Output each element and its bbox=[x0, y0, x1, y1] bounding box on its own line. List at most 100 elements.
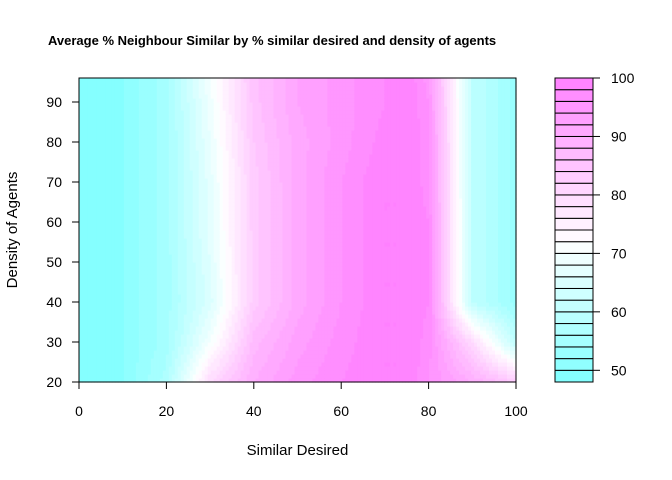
heatmap-cell bbox=[210, 338, 215, 343]
heatmap-cell bbox=[216, 126, 221, 131]
heatmap-cell bbox=[183, 82, 188, 87]
heatmap-cell bbox=[258, 338, 263, 343]
heatmap-cell bbox=[204, 218, 209, 223]
heatmap-cell bbox=[129, 370, 134, 375]
heatmap-cell bbox=[258, 322, 263, 327]
heatmap-cell bbox=[114, 218, 119, 223]
heatmap-cell bbox=[105, 102, 110, 107]
heatmap-cell bbox=[171, 166, 176, 171]
heatmap-cell bbox=[93, 354, 98, 359]
heatmap-cell bbox=[111, 102, 116, 107]
heatmap-cell bbox=[201, 206, 206, 211]
heatmap-cell bbox=[252, 258, 257, 263]
heatmap-cell bbox=[267, 134, 272, 139]
heatmap-cell bbox=[264, 334, 269, 339]
heatmap-cell bbox=[258, 258, 263, 263]
heatmap-cell bbox=[159, 86, 164, 91]
heatmap-cell bbox=[228, 190, 233, 195]
heatmap-cell bbox=[243, 378, 248, 383]
heatmap-cell bbox=[147, 254, 152, 259]
heatmap-cell bbox=[135, 106, 140, 111]
heatmap-cell bbox=[240, 254, 245, 259]
heatmap-cell bbox=[153, 286, 158, 291]
heatmap-cell bbox=[162, 302, 167, 307]
heatmap-cell bbox=[141, 174, 146, 179]
heatmap-cell bbox=[240, 210, 245, 215]
heatmap-cell bbox=[114, 122, 119, 127]
heatmap-cell bbox=[135, 238, 140, 243]
heatmap-cell bbox=[171, 354, 176, 359]
heatmap-cell bbox=[111, 134, 116, 139]
heatmap-cell bbox=[144, 98, 149, 103]
heatmap-cell bbox=[210, 86, 215, 91]
heatmap-cell bbox=[120, 286, 125, 291]
heatmap-cell bbox=[132, 254, 137, 259]
heatmap-cell bbox=[108, 138, 113, 143]
heatmap-cell bbox=[81, 94, 86, 99]
heatmap-cell bbox=[96, 186, 101, 191]
heatmap-cell bbox=[84, 346, 89, 351]
heatmap-cell bbox=[96, 374, 101, 379]
heatmap-cell bbox=[135, 178, 140, 183]
heatmap-cell bbox=[210, 206, 215, 211]
heatmap-cell bbox=[93, 142, 98, 147]
heatmap-cell bbox=[270, 302, 275, 307]
heatmap-cell bbox=[150, 302, 155, 307]
heatmap-cell bbox=[126, 350, 131, 355]
heatmap-cell bbox=[171, 250, 176, 255]
heatmap-cell bbox=[141, 142, 146, 147]
heatmap-cell bbox=[129, 310, 134, 315]
heatmap-cell bbox=[102, 374, 107, 379]
heatmap-cell bbox=[90, 78, 95, 83]
heatmap-cell bbox=[261, 318, 266, 323]
heatmap-cell bbox=[270, 162, 275, 167]
heatmap-cell bbox=[186, 126, 191, 131]
heatmap-cell bbox=[237, 322, 242, 327]
heatmap-cell bbox=[168, 254, 173, 259]
heatmap-cell bbox=[147, 174, 152, 179]
heatmap-cell bbox=[168, 182, 173, 187]
heatmap-cell bbox=[165, 318, 170, 323]
heatmap-cell bbox=[264, 98, 269, 103]
heatmap-cell bbox=[192, 154, 197, 159]
heatmap-cell bbox=[87, 318, 92, 323]
heatmap-cell bbox=[237, 214, 242, 219]
heatmap-cell bbox=[243, 322, 248, 327]
heatmap-cell bbox=[156, 162, 161, 167]
heatmap-cell bbox=[270, 182, 275, 187]
heatmap-cell bbox=[138, 198, 143, 203]
heatmap-cell bbox=[135, 262, 140, 267]
heatmap-cell bbox=[96, 342, 101, 347]
heatmap-cell bbox=[108, 362, 113, 367]
heatmap-cell bbox=[111, 206, 116, 211]
heatmap-cell bbox=[204, 142, 209, 147]
heatmap-cell bbox=[234, 142, 239, 147]
heatmap-cell bbox=[90, 258, 95, 263]
heatmap-cell bbox=[195, 354, 200, 359]
heatmap-cell bbox=[216, 262, 221, 267]
heatmap-cell bbox=[252, 346, 257, 351]
heatmap-cell bbox=[96, 78, 101, 83]
heatmap-cell bbox=[231, 122, 236, 127]
heatmap-cell bbox=[267, 370, 272, 375]
heatmap-cell bbox=[183, 118, 188, 123]
heatmap-cell bbox=[177, 130, 182, 135]
heatmap-cell bbox=[156, 106, 161, 111]
heatmap-cell bbox=[255, 138, 260, 143]
heatmap-cell bbox=[213, 126, 218, 131]
heatmap-cell bbox=[195, 350, 200, 355]
heatmap-cell bbox=[264, 118, 269, 123]
heatmap-cell bbox=[81, 238, 86, 243]
heatmap-cell bbox=[228, 130, 233, 135]
heatmap-cell bbox=[216, 186, 221, 191]
heatmap-cell bbox=[219, 138, 224, 143]
heatmap-cell bbox=[273, 282, 278, 287]
heatmap-cell bbox=[150, 290, 155, 295]
heatmap-cell bbox=[258, 274, 263, 279]
heatmap-cell bbox=[165, 330, 170, 335]
heatmap-cell bbox=[249, 310, 254, 315]
heatmap-cell bbox=[189, 362, 194, 367]
heatmap-cell bbox=[270, 142, 275, 147]
heatmap-cell bbox=[174, 194, 179, 199]
heatmap-cell bbox=[150, 350, 155, 355]
